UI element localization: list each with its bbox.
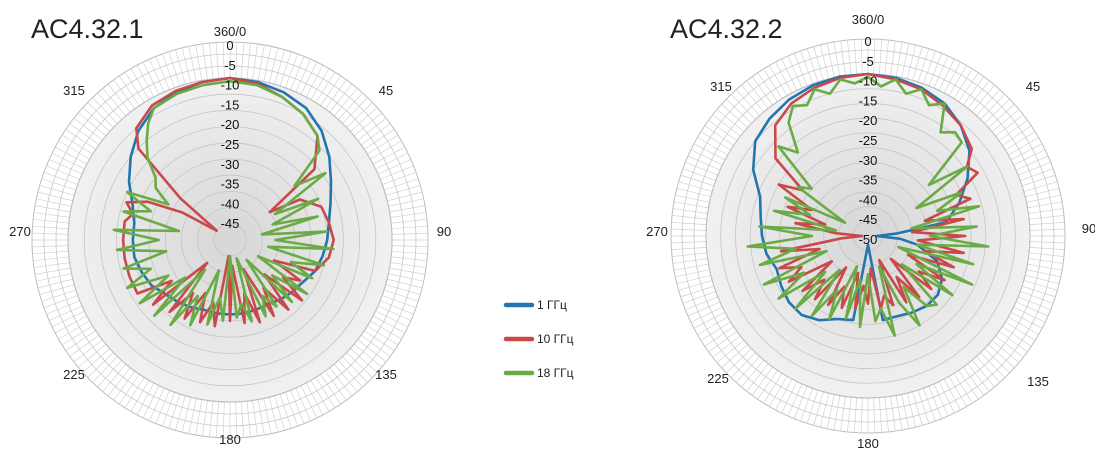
ring-line xyxy=(116,126,344,354)
chart-1-angle-label-270: 270 xyxy=(9,224,31,239)
radial-tick-label: -45 xyxy=(859,212,878,227)
radial-tick-label: 0 xyxy=(226,38,233,53)
chart-1-angle-labels: 360/0 45 90 135 180 225 270 315 xyxy=(9,24,451,447)
chart-1-title: AC4.32.1 xyxy=(31,14,144,44)
ring-line xyxy=(720,88,1016,384)
chart-1-radial-labels: 0 -5 -10 -15 -20 -25 -30 -35 -40 -45 xyxy=(221,38,240,231)
ring-line xyxy=(793,161,943,311)
ring-line xyxy=(838,206,898,266)
radial-tick-label: -40 xyxy=(859,192,878,207)
radial-tick-label: -10 xyxy=(221,78,240,93)
radial-tick-label: -5 xyxy=(224,58,236,73)
radial-tick-label: -50 xyxy=(859,232,878,247)
chart-1-series xyxy=(112,76,335,328)
radial-tick-label: -20 xyxy=(221,117,240,132)
radial-tick-label: -15 xyxy=(221,97,240,112)
chart-1-angle-label-135: 135 xyxy=(375,367,397,382)
chart-2-angle-label-180: 180 xyxy=(857,436,879,450)
series-line-3 xyxy=(112,79,335,327)
radial-tick-label: -5 xyxy=(862,54,874,69)
legend: 1 ГГц 10 ГГц 18 ГГц xyxy=(503,298,574,380)
series-line-2 xyxy=(121,76,335,328)
legend-label-18ghz: 18 ГГц xyxy=(537,366,574,380)
chart-1-angle-label-315: 315 xyxy=(63,83,85,98)
chart-1-angle-label-45: 45 xyxy=(379,83,393,98)
radial-tick-label: -35 xyxy=(859,173,878,188)
chart-2-angle-label-0: 360/0 xyxy=(852,12,885,27)
chart-2-angle-label-225: 225 xyxy=(707,371,729,386)
radial-tick-label: -15 xyxy=(859,93,878,108)
chart-2-angle-label-45: 45 xyxy=(1026,79,1040,94)
radial-tick-label: -25 xyxy=(859,133,878,148)
legend-item-1ghz: 1 ГГц xyxy=(503,298,567,312)
chart-2-series xyxy=(746,72,990,337)
ring-line xyxy=(99,109,361,371)
chart-2-angle-label-135: 135 xyxy=(1027,374,1049,389)
legend-label-10ghz: 10 ГГц xyxy=(537,332,574,346)
chart-2-radial-grid xyxy=(705,73,1031,399)
chart-2-angle-label-315: 315 xyxy=(710,79,732,94)
legend-label-1ghz: 1 ГГц xyxy=(537,298,567,312)
ring-line xyxy=(735,103,1001,369)
radial-tick-label: -20 xyxy=(859,113,878,128)
legend-item-18ghz: 18 ГГц xyxy=(503,366,574,380)
ring-line xyxy=(43,53,417,427)
chart-1-angle-label-0: 360/0 xyxy=(214,24,247,39)
radial-tick-label: 0 xyxy=(864,34,871,49)
ring-line xyxy=(764,132,972,340)
ring-line xyxy=(83,93,377,387)
chart-2-angle-label-270: 270 xyxy=(646,224,668,239)
ring-line xyxy=(681,49,1055,423)
ring-line xyxy=(55,65,405,415)
radial-tick-label: -10 xyxy=(859,74,878,89)
chart-2-radial-labels: 0 -5 -10 -15 -20 -25 -30 -35 -40 -45 -50 xyxy=(859,34,878,247)
ring-line xyxy=(749,117,987,355)
chart-2-title: AC4.32.2 xyxy=(670,14,783,44)
ring-line xyxy=(693,61,1043,411)
radial-tick-label: -45 xyxy=(221,216,240,231)
polar-chart-1: AC4.32.1 0 -5 -10 -15 -20 -25 -30 -35 -40 -45 360… xyxy=(9,14,451,447)
chart-1-angle-label-90: 90 xyxy=(437,224,451,239)
legend-item-10ghz: 10 ГГц xyxy=(503,332,574,346)
radial-tick-label: -40 xyxy=(221,196,240,211)
chart-2-angle-labels: 360/0 45 90 135 180 225 270 315 xyxy=(646,12,1095,450)
radial-tick-label: -25 xyxy=(221,137,240,152)
radial-tick-label: -30 xyxy=(221,157,240,172)
radial-tick-label: -35 xyxy=(221,177,240,192)
chart-1-angle-label-180: 180 xyxy=(219,432,241,447)
chart-2-angle-label-90: 90 xyxy=(1082,221,1095,236)
series-line-3 xyxy=(746,75,990,337)
radial-tick-label: -30 xyxy=(859,153,878,168)
polar-chart-2: AC4.32.2 0-5-10-15-20-25-30-35-40-45-50 … xyxy=(646,12,1095,450)
chart-1-angle-label-225: 225 xyxy=(63,367,85,382)
